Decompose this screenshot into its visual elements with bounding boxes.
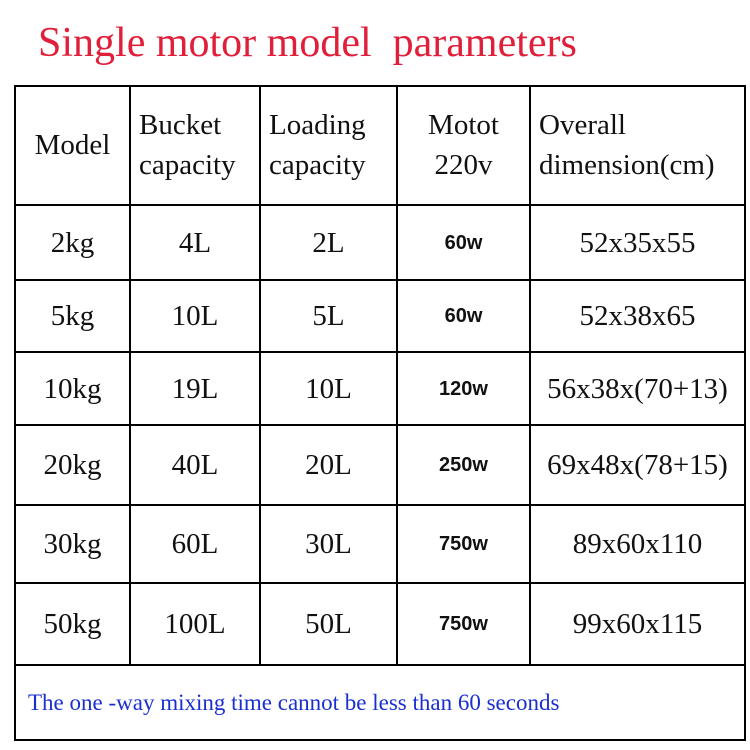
- table-cell: 60L: [130, 505, 260, 583]
- header-cell: Motot 220v: [397, 85, 530, 205]
- table-cell: 100L: [130, 583, 260, 665]
- header-cell: Model: [15, 85, 130, 205]
- table-cell: 120w: [397, 352, 530, 425]
- table-cell: 5kg: [15, 280, 130, 352]
- footnote: The one -way mixing time cannot be less …: [15, 665, 745, 740]
- table-cell: 60w: [397, 205, 530, 280]
- header-cell: Overall dimension(cm): [530, 85, 745, 205]
- header-text: dimension(cm): [539, 149, 715, 181]
- table-cell: 30kg: [15, 505, 130, 583]
- table-cell: 2kg: [15, 205, 130, 280]
- table-cell: 20L: [260, 425, 397, 505]
- table-cell: 10L: [130, 280, 260, 352]
- table-cell: 750w: [397, 583, 530, 665]
- header-cell: Bucket capacity: [130, 85, 260, 205]
- header-text: Bucket: [139, 109, 222, 141]
- table-cell: 52x35x55: [530, 205, 745, 280]
- header-text: capacity: [139, 149, 236, 181]
- header-cell: Loading capacity: [260, 85, 397, 205]
- table-cell: 52x38x65: [530, 280, 745, 352]
- table-cell: 5L: [260, 280, 397, 352]
- table-cell: 56x38x(70+13): [530, 352, 745, 425]
- table-cell: 19L: [130, 352, 260, 425]
- table-cell: 50L: [260, 583, 397, 665]
- table-cell: 4L: [130, 205, 260, 280]
- table-cell: 2L: [260, 205, 397, 280]
- table-cell: 60w: [397, 280, 530, 352]
- table-cell: 10L: [260, 352, 397, 425]
- header-text: 220v: [434, 149, 493, 181]
- table-cell: 40L: [130, 425, 260, 505]
- title: Single motor model parameters: [38, 20, 577, 66]
- table-cell: 50kg: [15, 583, 130, 665]
- header-text: Loading: [269, 109, 366, 141]
- header-text: Motot: [428, 109, 499, 141]
- table-cell: 69x48x(78+15): [530, 425, 745, 505]
- table-cell: 10kg: [15, 352, 130, 425]
- table-cell: 250w: [397, 425, 530, 505]
- table-cell: 89x60x110: [530, 505, 745, 583]
- table-cell: 30L: [260, 505, 397, 583]
- header-text: Overall: [539, 109, 626, 141]
- header-text: Model: [34, 129, 111, 161]
- table-cell: 20kg: [15, 425, 130, 505]
- table-cell: 750w: [397, 505, 530, 583]
- table-cell: 99x60x115: [530, 583, 745, 665]
- header-text: capacity: [269, 149, 366, 181]
